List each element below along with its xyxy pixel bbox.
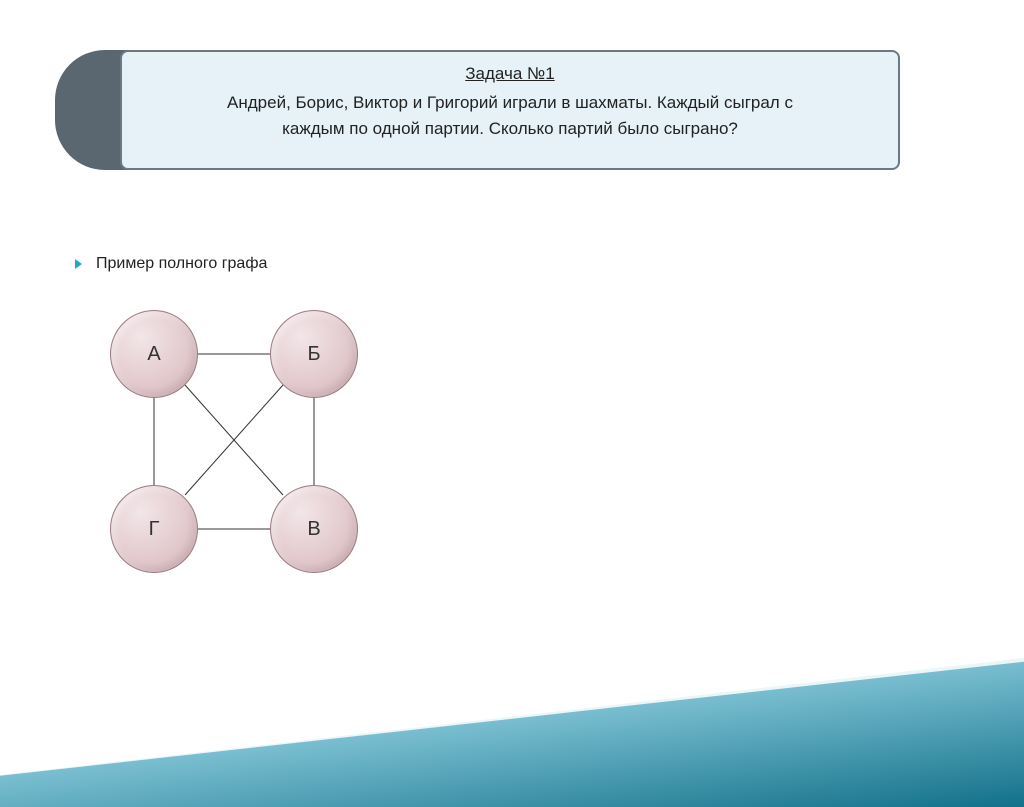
graph-node-V: В: [270, 485, 358, 573]
task-title: Задача №1: [162, 64, 858, 84]
task-text-line2: каждым по одной партии. Сколько партий б…: [162, 116, 858, 142]
graph-container: АБГВ: [95, 310, 375, 590]
graph-node-A: А: [110, 310, 198, 398]
task-tab-shape: [55, 50, 130, 170]
graph-node-G: Г: [110, 485, 198, 573]
bullet-arrow-icon: [75, 259, 82, 269]
bottom-wedge-decor: [0, 607, 1024, 807]
graph-node-B: Б: [270, 310, 358, 398]
bullet-row: Пример полного графа: [75, 255, 267, 273]
task-box: Задача №1 Андрей, Борис, Виктор и Григор…: [120, 50, 900, 170]
bullet-text: Пример полного графа: [96, 255, 267, 273]
task-text-line1: Андрей, Борис, Виктор и Григорий играли …: [162, 90, 858, 116]
